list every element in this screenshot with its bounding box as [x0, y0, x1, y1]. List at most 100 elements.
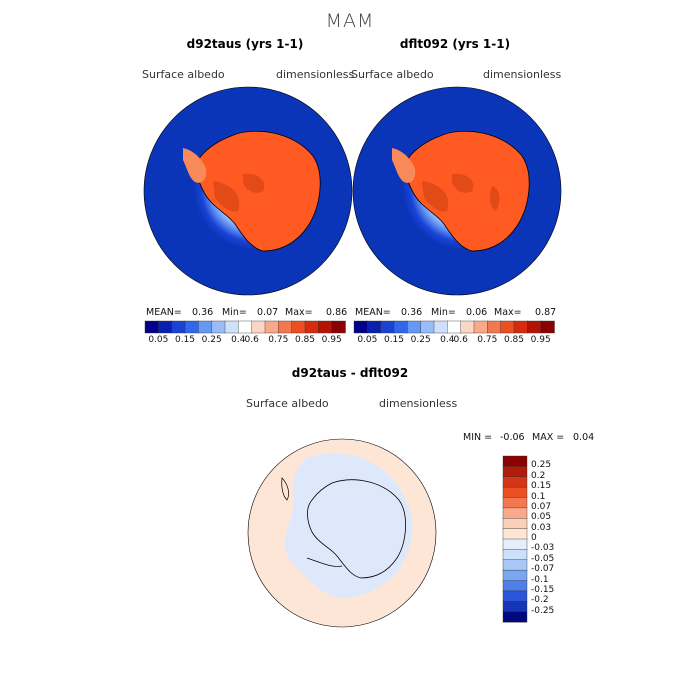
colorbar-swatch	[502, 549, 528, 561]
colorbar-swatch	[460, 320, 475, 334]
colorbar-tick-label: 0.15	[383, 335, 405, 345]
colorbar-swatch	[304, 320, 320, 334]
panel2-colorbar	[353, 320, 555, 334]
colorbar-tick-label: 0.25	[201, 335, 222, 345]
difference-max-value: 0.04	[573, 432, 595, 443]
panel2-min-value: 0.06	[466, 307, 488, 318]
colorbar-tick-label: 0.25	[410, 335, 431, 345]
colorbar-swatch	[184, 320, 200, 334]
colorbar-swatch	[353, 320, 369, 334]
colorbar-tick-label: -0.1	[531, 574, 549, 585]
colorbar-swatch	[487, 320, 502, 334]
colorbar-tick-label: -0.25	[531, 605, 555, 616]
panel2-max-value: 0.87	[535, 307, 557, 318]
colorbar-swatch	[502, 455, 528, 467]
colorbar-swatch	[278, 320, 293, 334]
colorbar-tick-label: 0.85	[294, 335, 316, 345]
colorbar-tick-label: 0.05	[148, 335, 169, 345]
colorbar-swatch	[447, 320, 462, 334]
colorbar-swatch	[158, 320, 173, 334]
difference-variable-label: Surface albedo	[246, 397, 329, 410]
difference-max-label: MAX =	[532, 432, 565, 443]
colorbar-swatch	[500, 320, 515, 334]
difference-units-label: dimensionless	[379, 397, 458, 410]
colorbar-tick-label: 0	[531, 533, 537, 543]
colorbar-tick-label: -0.2	[531, 595, 549, 606]
panel2-title: dflt092 (yrs 1-1)	[399, 37, 511, 51]
colorbar-swatch	[224, 320, 240, 334]
colorbar-swatch	[527, 320, 542, 334]
difference-colorbar	[502, 455, 528, 623]
colorbar-swatch	[420, 320, 435, 334]
colorbar-swatch	[502, 569, 528, 582]
colorbar-swatch	[502, 528, 528, 540]
colorbar-swatch	[367, 320, 382, 334]
difference-polar-map	[247, 438, 437, 628]
colorbar-swatch	[380, 320, 395, 334]
panel2-max-label: Max=	[494, 307, 522, 318]
colorbar-swatch	[502, 486, 528, 499]
colorbar-tick-label: 0.05	[357, 335, 378, 345]
colorbar-tick-label: 0.05	[531, 512, 552, 523]
panel2-mean-value: 0.36	[401, 307, 423, 318]
difference-colorbar-ticks: 0.25 0.2 0.15 0.1 0.07 0.05 0.03 0 -0.03 -0.05 -0.…	[531, 456, 591, 622]
panel2-colorbar-ticks: 0.05 0.15 0.25 0.4 0.6 0.75 0.85 0.95	[354, 335, 554, 349]
difference-title: d92taus - dflt092	[291, 366, 409, 380]
panel1-units-label: dimensionless	[276, 68, 355, 81]
difference-min-label: MIN =	[463, 432, 493, 443]
colorbar-tick-label: 0.25	[531, 460, 552, 471]
panel2-mean-label: MEAN=	[355, 307, 391, 318]
colorbar-swatch	[291, 320, 306, 334]
colorbar-swatch	[331, 320, 346, 334]
panel1-mean-label: MEAN=	[146, 307, 182, 318]
colorbar-tick-label: -0.03	[531, 543, 555, 554]
colorbar-tick-label: -0.15	[531, 584, 555, 595]
colorbar-swatch	[502, 518, 528, 530]
colorbar-swatch	[502, 611, 528, 623]
colorbar-swatch	[393, 320, 409, 334]
colorbar-swatch	[540, 320, 555, 334]
difference-min-value: -0.06	[500, 432, 525, 443]
colorbar-swatch	[502, 476, 528, 488]
colorbar-swatch	[502, 538, 528, 550]
panel1-max-value: 0.86	[326, 307, 348, 318]
colorbar-tick-label: 0.4	[440, 335, 455, 345]
colorbar-swatch	[502, 580, 528, 592]
panel2-units-label: dimensionless	[483, 68, 562, 81]
main-title: MAM	[325, 10, 375, 32]
panel1-min-label: Min=	[222, 307, 247, 318]
colorbar-tick-label: 0.95	[321, 335, 342, 345]
colorbar-swatch	[144, 320, 160, 334]
colorbar-swatch	[502, 590, 528, 602]
colorbar-swatch	[502, 466, 528, 478]
colorbar-swatch	[171, 320, 186, 334]
colorbar-tick-label: 0.4	[231, 335, 246, 345]
panel2-polar-map	[352, 86, 562, 296]
panel2-min-label: Min=	[431, 307, 456, 318]
panel1-polar-map	[143, 86, 353, 296]
panel1-variable-label: Surface albedo	[142, 68, 225, 81]
panel1-mean-value: 0.36	[192, 307, 214, 318]
colorbar-swatch	[502, 507, 528, 519]
colorbar-tick-label: -0.07	[531, 564, 555, 575]
colorbar-tick-label: 0.1	[531, 491, 546, 502]
colorbar-tick-label: -0.05	[531, 553, 555, 564]
colorbar-swatch	[502, 559, 528, 571]
panel1-max-label: Max=	[285, 307, 313, 318]
colorbar-tick-label: 0.6	[244, 335, 259, 345]
colorbar-swatch	[513, 320, 529, 334]
colorbar-swatch	[502, 601, 528, 613]
panel2-variable-label: Surface albedo	[351, 68, 434, 81]
colorbar-swatch	[318, 320, 333, 334]
colorbar-tick-label: 0.15	[174, 335, 196, 345]
colorbar-swatch	[264, 320, 280, 334]
colorbar-swatch	[251, 320, 266, 334]
colorbar-swatch	[502, 497, 528, 509]
panel1-colorbar-ticks: 0.05 0.15 0.25 0.4 0.6 0.75 0.85 0.95	[145, 335, 345, 349]
colorbar-swatch	[473, 320, 489, 334]
colorbar-tick-label: 0.6	[453, 335, 468, 345]
colorbar-tick-label: 0.2	[531, 470, 546, 481]
colorbar-swatch	[407, 320, 422, 334]
colorbar-swatch	[198, 320, 213, 334]
colorbar-tick-label: 0.85	[503, 335, 525, 345]
